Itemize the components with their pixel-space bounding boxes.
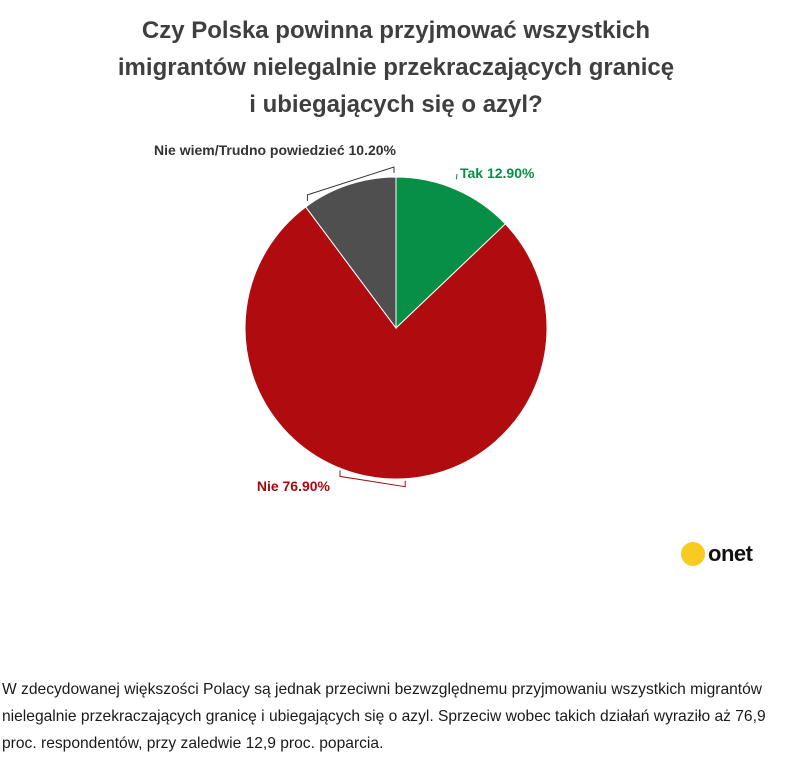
chart-title-line-3: i ubiegających się o azyl? xyxy=(249,91,543,118)
pie-slice-nie xyxy=(244,206,548,480)
pie-label-connector xyxy=(306,166,395,201)
pie-slice-tak xyxy=(395,176,507,330)
chart-title-line-1: Czy Polska powinna przyjmować wszystkich xyxy=(141,17,651,44)
pie-slice-nie xyxy=(305,176,397,330)
pie-data-label: Tak 12.90% xyxy=(460,165,535,181)
pie-label-connector xyxy=(339,470,406,488)
onet-logo-dot-icon xyxy=(681,542,705,566)
onet-logo-text: onet xyxy=(708,541,753,566)
pie-data-label: Nie 76.90% xyxy=(257,478,331,494)
pie-data-label: Nie wiem/Trudno powiedzieć 10.20% xyxy=(154,142,397,158)
pie-label-connector xyxy=(455,173,458,180)
chart-title-line-2: imigrantów nielegalnie przekraczających … xyxy=(117,54,675,81)
chart-title: Czy Polska powinna przyjmować wszystkich… xyxy=(96,12,696,123)
onet-logo: onet xyxy=(681,541,753,567)
article-caption: W zdecydowanej większości Polacy są jedn… xyxy=(2,681,766,752)
pie-chart: Tak 12.90% Nie 76.90% Nie wiem/Trudno powi… xyxy=(154,142,548,494)
